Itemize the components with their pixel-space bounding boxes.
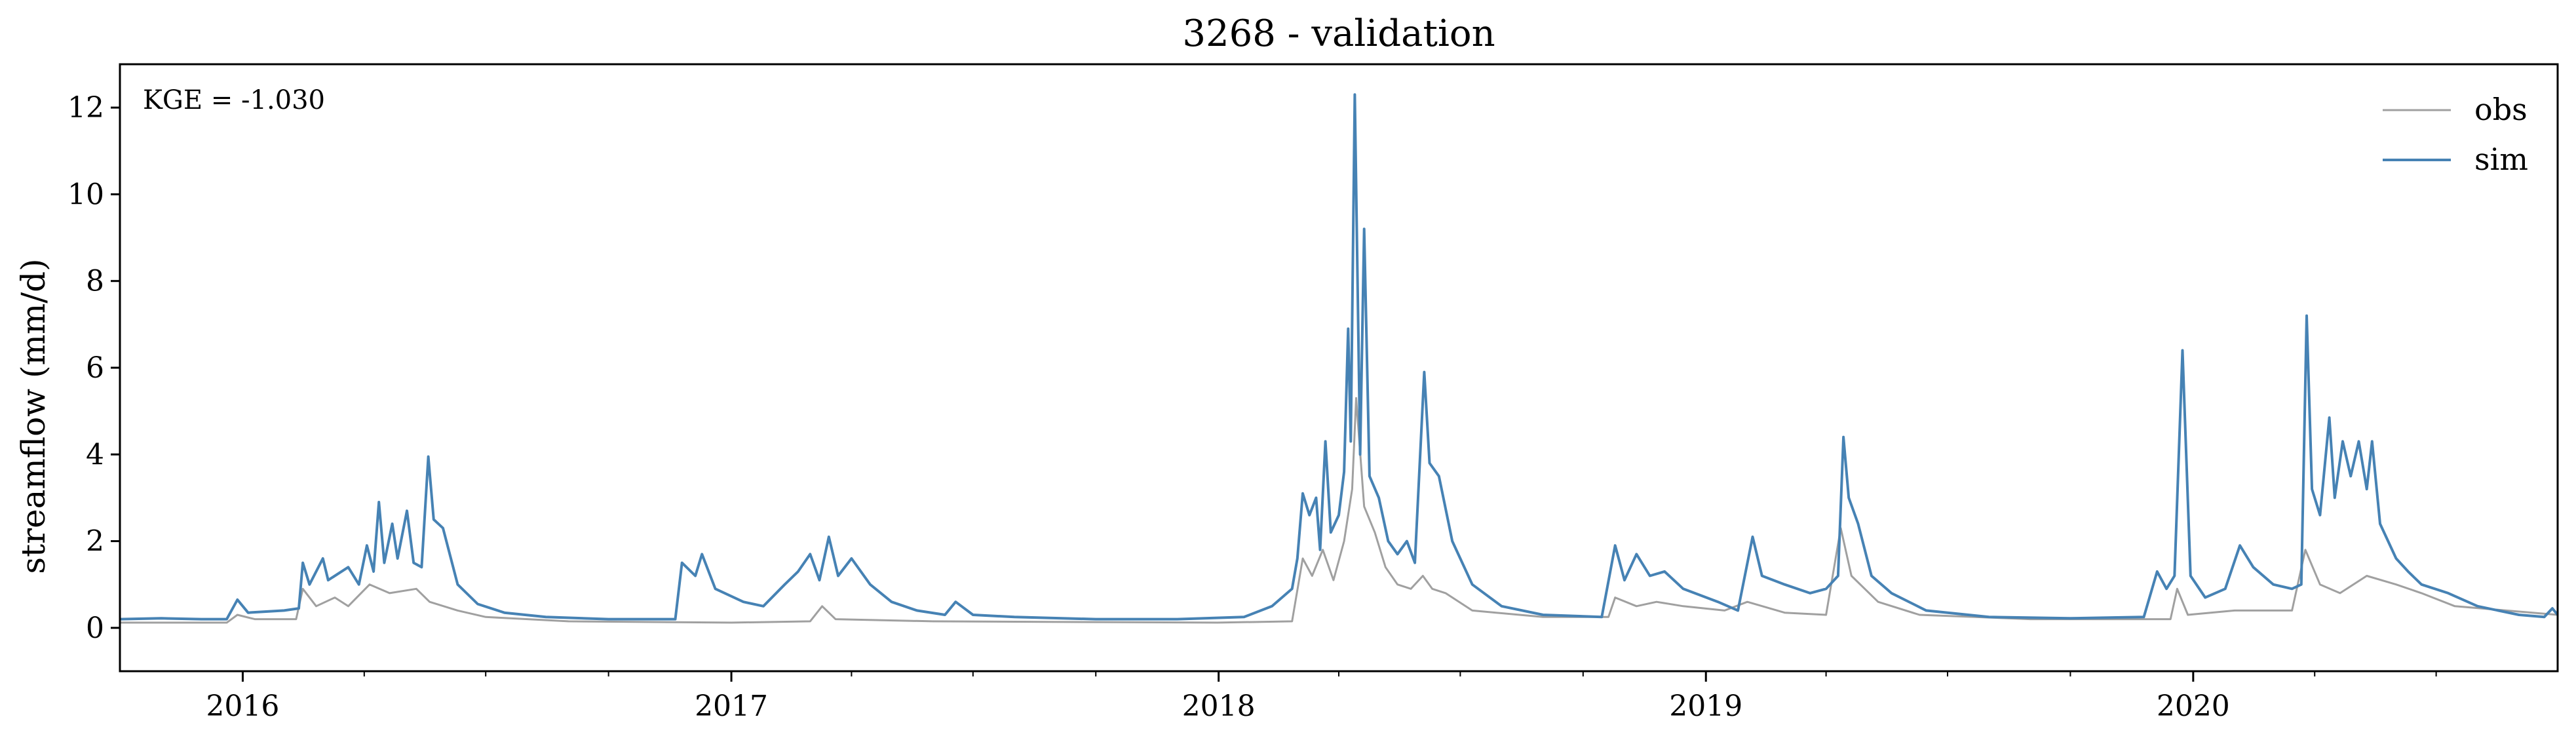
plot-area: 0 2 4 6 8 10 12 2016 2017 2018 2019 2020 KGE = -1.… <box>67 63 2559 723</box>
chart-title: 3268 - validation <box>1182 12 1495 55</box>
y-tick-label: 6 <box>86 351 104 385</box>
y-tick-label: 4 <box>86 438 104 471</box>
x-tick-label: 2017 <box>695 690 768 723</box>
legend: obs sim <box>2383 92 2528 177</box>
series-line-obs <box>120 397 2558 624</box>
x-tick-label: 2020 <box>2157 690 2230 723</box>
series-layer <box>119 93 2559 624</box>
y-tick-label: 2 <box>86 525 104 558</box>
x-tick-label: 2018 <box>1182 690 1256 723</box>
legend-label-obs: obs <box>2474 92 2528 127</box>
y-tick-label: 12 <box>67 91 104 125</box>
x-axis: 2016 2017 2018 2019 2020 <box>206 671 2437 723</box>
x-tick-label: 2016 <box>206 690 279 723</box>
y-axis-label: streamflow (mm/d) <box>14 258 52 574</box>
y-tick-label: 0 <box>86 612 104 645</box>
y-tick-label: 10 <box>67 178 104 211</box>
y-tick-label: 8 <box>86 265 104 298</box>
series-line-sim <box>119 93 2559 621</box>
x-tick-label: 2019 <box>1669 690 1742 723</box>
kge-annotation: KGE = -1.030 <box>143 85 325 115</box>
y-axis: 0 2 4 6 8 10 12 <box>67 91 120 645</box>
legend-label-sim: sim <box>2474 142 2528 177</box>
